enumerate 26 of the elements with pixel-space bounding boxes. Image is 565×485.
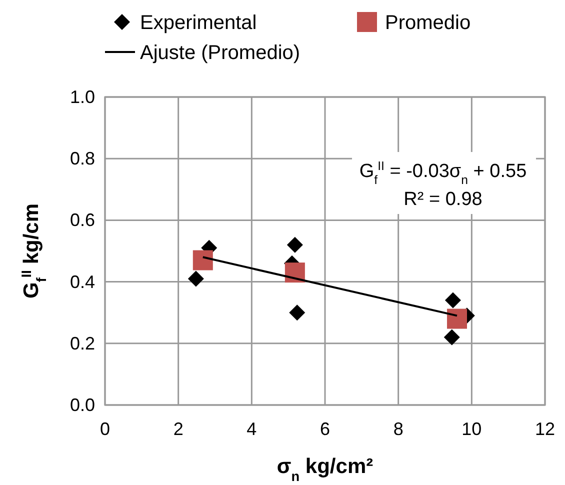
point bbox=[192, 250, 213, 270]
y-tick-label: 0.6 bbox=[70, 210, 95, 230]
x-tick-label: 6 bbox=[320, 419, 330, 439]
point bbox=[444, 292, 461, 308]
x-tick-label: 10 bbox=[462, 419, 482, 439]
y-tick-label: 0.2 bbox=[70, 333, 95, 354]
annotation: G$_{f}$$^{II}$ = -0.03σ$_{n}$ + 0.55 bbox=[359, 159, 527, 187]
legend-label: Experimental bbox=[140, 12, 257, 34]
x-axis-title: σ$_{n}$ kg/cm² bbox=[276, 455, 374, 484]
y-tick-label: 0.4 bbox=[70, 272, 95, 292]
x-tick-label: 4 bbox=[246, 419, 257, 439]
point bbox=[188, 270, 204, 287]
y-tick-label: 0.0 bbox=[70, 395, 95, 415]
x-tick-label: 2 bbox=[173, 419, 184, 439]
y-tick-label: 1.0 bbox=[70, 87, 95, 107]
point bbox=[447, 308, 467, 329]
point bbox=[286, 236, 303, 253]
point bbox=[444, 329, 460, 346]
point bbox=[289, 304, 306, 321]
x-tick-label: 0 bbox=[100, 419, 110, 439]
y-tick-label: 0.8 bbox=[70, 148, 95, 169]
legend-label: Promedio bbox=[385, 12, 471, 34]
x-tick-label: 12 bbox=[534, 419, 556, 439]
annotation: R² = 0.98 bbox=[404, 189, 482, 210]
legend-label: Ajuste (Promedio) bbox=[140, 42, 300, 64]
x-tick-label: 8 bbox=[393, 419, 404, 439]
